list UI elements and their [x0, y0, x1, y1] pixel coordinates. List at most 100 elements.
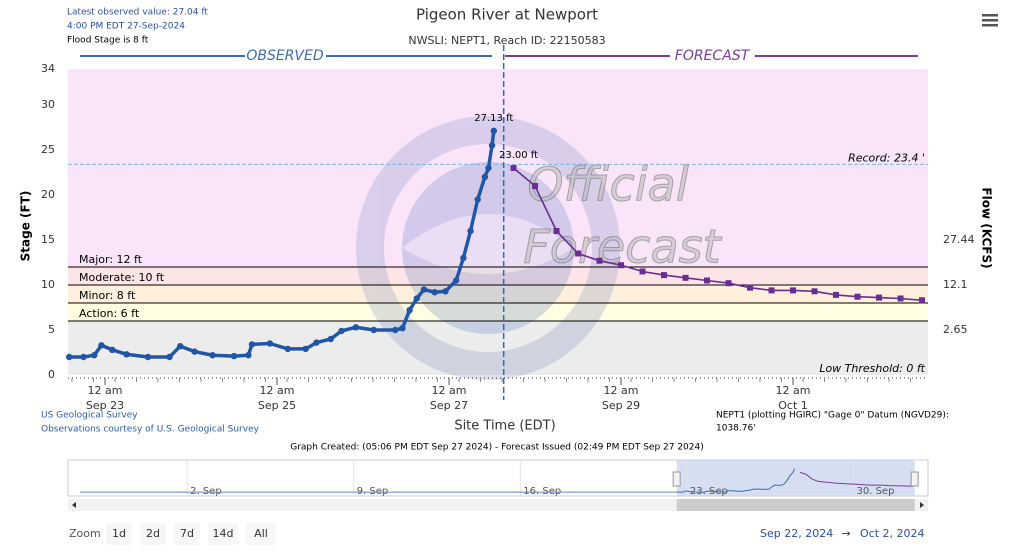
threshold-label: Moderate: 10 ft	[79, 271, 165, 284]
forecast-point	[811, 288, 818, 295]
threshold-label: Major: 12 ft	[79, 253, 143, 266]
observed-point	[65, 353, 73, 361]
zoom-button[interactable]	[106, 523, 132, 545]
range-to[interactable]: Oct 2, 2024	[860, 527, 925, 540]
observed-point	[144, 353, 152, 361]
zoom-label: Zoom	[69, 527, 101, 540]
y-tick-label: 15	[41, 233, 55, 246]
forecast-point	[854, 293, 861, 300]
zoom-button[interactable]	[208, 523, 238, 545]
navigator-handle[interactable]	[672, 471, 681, 487]
observed-point	[431, 289, 438, 296]
navigator-tick-label: 2. Sep	[190, 486, 222, 497]
navigator-tick-label: 16. Sep	[523, 486, 561, 497]
zoom-button[interactable]	[246, 523, 276, 545]
observed-point	[80, 353, 87, 361]
observed-point	[352, 324, 360, 331]
datum-note: NEPT1 (plotting HGIRC) "Gage 0" Datum (N…	[716, 411, 949, 421]
y2-axis-title: Flow (KCFS)	[980, 187, 994, 268]
observed-point	[108, 346, 116, 353]
observed-point	[191, 348, 198, 355]
zoom-button-label[interactable]: All	[254, 527, 268, 540]
chart-subtitle: NWSLI: NEPT1, Reach ID: 22150583	[408, 34, 605, 47]
x-tick-label: 12 am	[604, 384, 639, 397]
observed-point	[442, 288, 449, 295]
navigator-line	[799, 471, 914, 487]
navigator-tick-label: 30. Sep	[857, 486, 895, 497]
forecast-point	[833, 291, 840, 298]
observed-point	[266, 340, 274, 347]
forecast-point	[618, 262, 625, 269]
zoom-button-label[interactable]: 14d	[213, 527, 234, 540]
scroll-right[interactable]	[920, 502, 924, 508]
observed-point	[399, 325, 406, 332]
forecast-point	[704, 277, 711, 284]
source-link[interactable]: US Geological Survey	[41, 411, 138, 421]
zoom-button-label[interactable]: 1d	[112, 527, 126, 540]
observed-point	[413, 295, 420, 302]
y2-tick-label: 27.44	[943, 233, 975, 246]
observed-point	[98, 342, 105, 349]
y-tick-label: 0	[48, 368, 55, 381]
threshold-label: Low Threshold: 0 ft	[819, 362, 925, 375]
observed-point	[245, 352, 252, 359]
navigator-tick-label: 9. Sep	[357, 486, 389, 497]
scroll-left[interactable]	[72, 502, 76, 508]
zoom-button-label[interactable]: 2d	[146, 527, 160, 540]
observed-point	[490, 127, 498, 135]
chart-title: Pigeon River at Newport	[416, 6, 598, 24]
forecast-point	[747, 284, 754, 291]
forecast-point	[790, 287, 797, 294]
forecast-point	[553, 228, 560, 234]
observed-point	[230, 352, 238, 360]
x-axis-title: Site Time (EDT)	[454, 419, 555, 434]
zoom-button[interactable]	[174, 523, 200, 545]
x-tick-label: 12 am	[88, 384, 123, 397]
observed-point	[406, 307, 413, 314]
y2-tick-label: 12.1	[943, 278, 968, 291]
observed-point	[460, 254, 467, 262]
range-arrow: →	[841, 527, 850, 540]
navigator-line	[676, 468, 795, 493]
x-tick-date: Sep 27	[430, 399, 468, 412]
range-from[interactable]: Sep 22, 2024	[760, 527, 833, 540]
observed-point	[284, 345, 291, 353]
observed-point	[488, 142, 496, 149]
forecast-point	[532, 183, 539, 189]
navigator-selection	[676, 460, 915, 496]
zoom-button-label[interactable]: 7d	[180, 527, 194, 540]
menu-icon[interactable]	[982, 14, 998, 27]
forecast-point	[596, 257, 603, 264]
stage-band	[68, 285, 928, 303]
zoom-button[interactable]	[140, 523, 166, 545]
x-tick-label: 12 am	[260, 384, 295, 397]
forecast-point	[639, 268, 646, 275]
observed-point	[91, 352, 98, 359]
forecast-point	[725, 280, 732, 287]
forecast-point	[876, 294, 883, 301]
navigator-handle[interactable]	[910, 471, 919, 487]
watermark-line: Official	[527, 158, 688, 212]
forecast-point	[897, 295, 904, 302]
y-tick-label: 25	[41, 143, 55, 156]
scrollbar-thumb[interactable]	[676, 499, 915, 511]
data-label: 23.00 ft	[499, 150, 538, 161]
observed-point	[248, 341, 256, 348]
x-tick-date: Sep 29	[602, 399, 640, 412]
x-tick-label: 12 am	[432, 384, 467, 397]
y-tick-label: 20	[41, 188, 55, 201]
stage-band	[68, 303, 928, 321]
x-tick-label: 12 am	[776, 384, 811, 397]
observed-point	[392, 326, 399, 334]
stage-band	[68, 69, 928, 267]
forecast-point	[575, 250, 582, 257]
courtesy-link[interactable]: Observations courtesy of U.S. Geological…	[41, 425, 260, 435]
forecast-point	[919, 297, 926, 304]
forecast-point	[682, 274, 689, 281]
x-tick-date: Sep 25	[258, 399, 296, 412]
y-tick-label: 34	[41, 62, 55, 75]
observed-point	[485, 164, 492, 172]
observed-point	[481, 173, 489, 181]
observed-point	[209, 352, 216, 359]
